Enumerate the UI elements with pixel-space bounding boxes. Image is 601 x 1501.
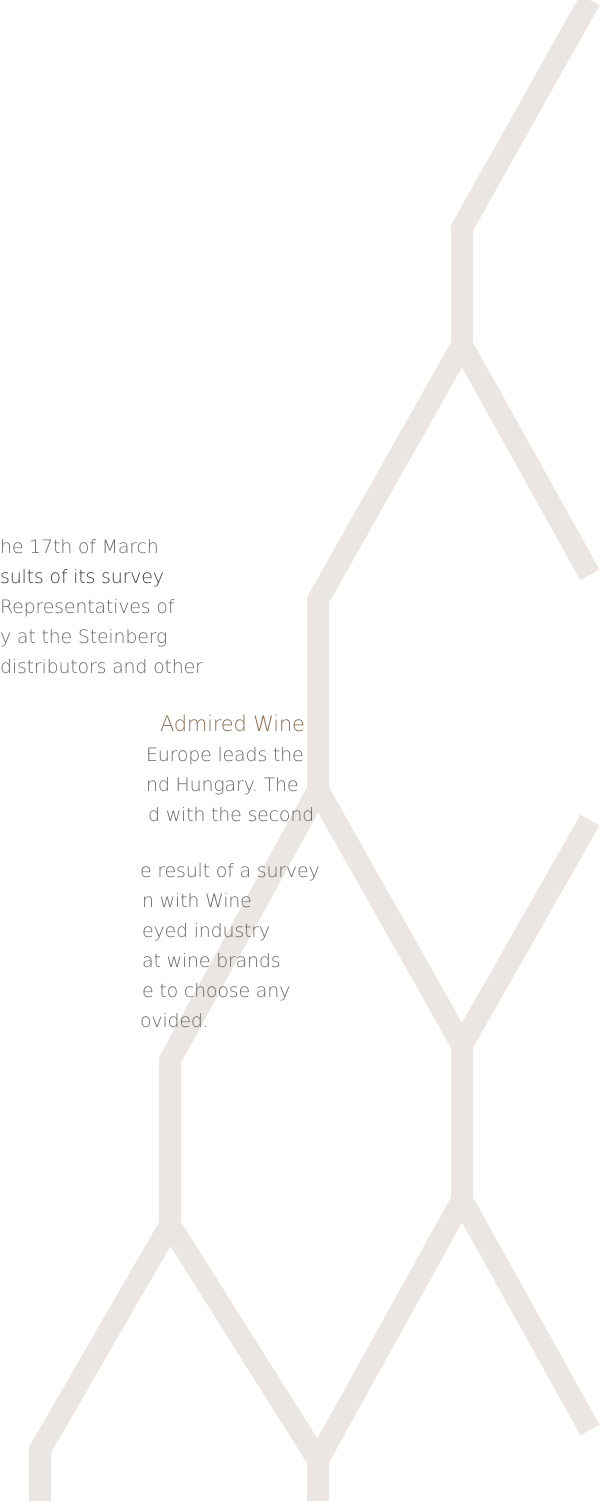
text-line: eyed industry bbox=[142, 920, 270, 942]
text-heading: Admired Wine bbox=[160, 712, 305, 736]
text-line: he 17th of March bbox=[0, 536, 159, 558]
text-line: e result of a survey bbox=[140, 860, 320, 882]
hex-line bbox=[462, 820, 590, 1045]
text-line: at wine brands bbox=[142, 950, 280, 972]
text-line: nd Hungary. The bbox=[146, 774, 298, 796]
page: {"text": {"lines": [ "he 17th of March",… bbox=[0, 0, 601, 1501]
text-line: n with Wine bbox=[142, 890, 252, 912]
text-line: y at the Steinberg bbox=[0, 626, 167, 648]
text-line: distributors and other bbox=[0, 656, 203, 678]
text-line: e to choose any bbox=[142, 980, 290, 1002]
hex-line bbox=[318, 1200, 462, 1460]
hex-line bbox=[462, 0, 590, 575]
text-line: Europe leads the bbox=[146, 744, 303, 766]
text-line: sults of its survey bbox=[0, 566, 164, 588]
text-line: ovided. bbox=[140, 1010, 209, 1032]
hex-line bbox=[170, 1225, 318, 1501]
text-line: Representatives of bbox=[0, 596, 174, 618]
text-line: d with the second bbox=[148, 804, 314, 826]
